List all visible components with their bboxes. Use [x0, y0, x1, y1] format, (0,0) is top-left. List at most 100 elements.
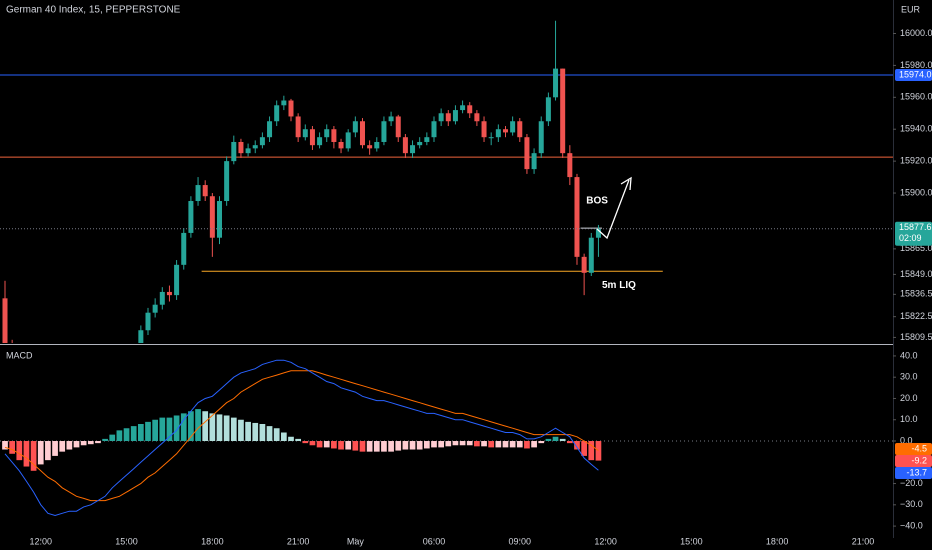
candle-body [481, 121, 487, 138]
y-tick-label: 15900.0 [900, 187, 932, 197]
x-tick-label: 18:00 [201, 536, 224, 546]
candle-body [374, 141, 380, 149]
candle-body [288, 100, 294, 117]
x-tick-label: 09:00 [509, 536, 532, 546]
candle-body [395, 116, 401, 138]
histogram-bar [345, 441, 352, 450]
candle-body [474, 113, 480, 122]
histogram-bar [331, 441, 337, 449]
histogram-bar [216, 414, 223, 442]
candle-body [267, 121, 273, 138]
y-tick-label: 16000.0 [900, 28, 932, 38]
histogram-bar [59, 441, 66, 452]
y-tick-label: 20.0 [900, 393, 918, 403]
histogram-bar [173, 415, 180, 442]
candle-body [417, 141, 423, 146]
candle-body [338, 141, 344, 149]
histogram-bar [87, 441, 94, 445]
signal-last-label: -4.5 [911, 443, 927, 453]
histogram-bar [295, 438, 302, 442]
candle-body [424, 137, 430, 142]
histogram-bar [445, 441, 452, 447]
histogram-bar [102, 438, 108, 442]
candle-body [538, 121, 544, 154]
x-tick-label: 06:00 [423, 536, 446, 546]
histogram-bar [466, 441, 473, 446]
histogram-bar [474, 441, 480, 447]
histogram-bar [52, 441, 58, 456]
candle-body [166, 291, 172, 296]
candle-body [2, 298, 8, 343]
candle-body [245, 148, 251, 154]
macd-label-box [895, 467, 932, 480]
histogram-bar [402, 441, 409, 450]
histogram-bar [416, 441, 423, 450]
candle-body [216, 201, 222, 238]
histogram-bar [538, 441, 545, 444]
candle-body [524, 137, 530, 170]
y-tick-label: −30.0 [900, 499, 923, 509]
histogram-bar [288, 436, 294, 442]
candle-body [431, 121, 437, 138]
histogram-bar [323, 441, 330, 448]
countdown: 02:09 [899, 233, 922, 243]
candle-body [309, 129, 315, 146]
x-tick-label: May [347, 536, 365, 546]
candle-body [174, 264, 180, 296]
histogram-bar [388, 441, 394, 452]
y-tick-label: 15920.0 [900, 156, 932, 166]
candle-body [595, 228, 601, 238]
candle-body [352, 121, 358, 133]
y-tick-label: 0.0 [900, 435, 913, 445]
candle-body [302, 129, 308, 138]
histogram-bar [280, 432, 287, 442]
histogram-bar [531, 441, 537, 448]
x-tick-label: 12:00 [594, 536, 617, 546]
histogram-bar [302, 441, 309, 444]
histogram-bar [423, 441, 430, 449]
histogram-bar [45, 441, 51, 461]
histogram-bar [352, 441, 359, 451]
y-tick-label: 15960.0 [900, 92, 932, 102]
histogram-bar [159, 417, 166, 442]
histogram-bar [16, 441, 23, 461]
candle-body [488, 137, 494, 139]
candle-body [181, 232, 187, 265]
histogram-bar [316, 441, 323, 448]
candle-body [224, 161, 230, 202]
histogram-bar [581, 441, 587, 456]
histogram-bar [409, 441, 416, 450]
candle-body [281, 100, 287, 106]
histogram-bar [202, 411, 209, 442]
histogram-bar [595, 441, 602, 461]
candle-body [553, 68, 559, 98]
y-tick-label: 40.0 [900, 350, 918, 360]
candle-body [467, 105, 473, 114]
histogram-bar [459, 441, 466, 446]
candle-body [159, 291, 165, 305]
histogram-bar [238, 419, 244, 442]
histogram-bar [137, 423, 144, 442]
candle-body [145, 312, 151, 331]
histogram-bar [2, 441, 8, 450]
histogram-bar [223, 415, 230, 442]
candle-body [259, 137, 265, 146]
candle-body [388, 116, 394, 122]
candle-body [574, 177, 580, 257]
histogram-bar [95, 441, 101, 444]
histogram-bar [180, 413, 187, 442]
histogram-bar [574, 441, 580, 450]
histogram-bar [145, 421, 151, 442]
histogram-bar [309, 441, 316, 446]
candle-body [495, 129, 501, 138]
candle-body [510, 121, 516, 133]
candle-body [381, 121, 387, 142]
candle-body [588, 237, 594, 273]
histogram-bar [488, 441, 495, 448]
candle-body [560, 68, 566, 154]
x-tick-label: 21:00 [852, 536, 875, 546]
histogram-bar [166, 417, 173, 442]
candle-body [195, 185, 201, 202]
x-tick-label: 12:00 [29, 536, 52, 546]
candle-body [502, 129, 508, 133]
